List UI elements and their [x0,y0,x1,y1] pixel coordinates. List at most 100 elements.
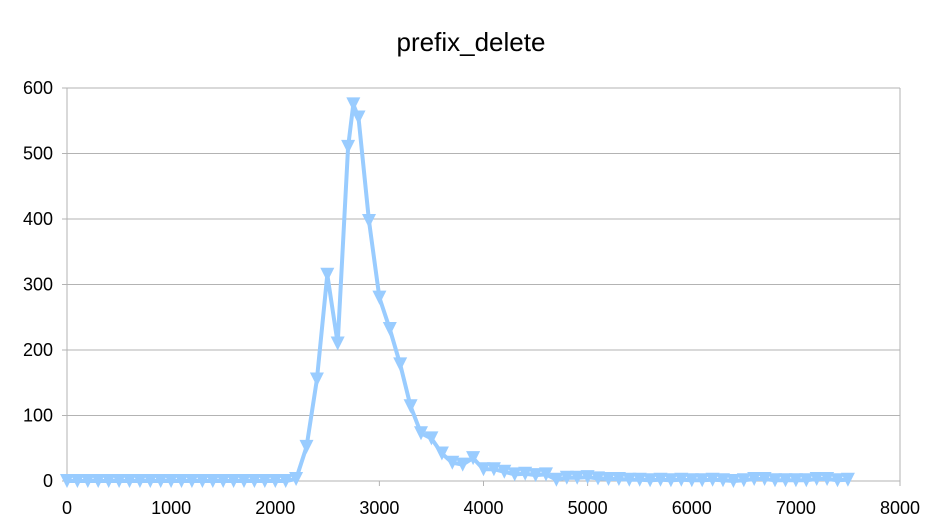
data-point-marker [122,474,137,488]
x-tick-label: 0 [62,498,72,518]
data-point-marker [539,467,553,482]
data-point-marker [559,470,574,485]
y-tick-label: 500 [23,144,53,164]
data-point-marker [80,474,95,488]
data-point-marker [726,474,741,488]
x-tick-label: 7000 [776,498,816,518]
x-tick-label: 6000 [672,498,712,518]
gridlines [67,87,900,482]
data-point-marker [674,472,689,487]
data-point-marker [757,472,772,486]
data-point-marker [372,290,387,305]
data-point-marker [424,431,439,446]
data-point-marker [257,474,272,488]
data-point-marker [736,473,751,488]
data-point-marker [112,474,127,488]
data-point-marker [382,322,397,336]
chart-title: prefix_delete [397,27,546,57]
x-tick-label: 4000 [463,498,503,518]
data-point-marker [289,472,304,486]
data-point-marker [268,474,283,488]
y-tick-label: 300 [23,275,53,295]
data-point-marker [414,426,428,441]
data-point-marker [455,457,470,472]
data-point-marker [174,474,189,488]
data-point-marker [497,464,512,479]
data-point-marker [164,474,179,488]
data-point-marker [445,455,460,470]
data-point-marker [216,474,231,488]
y-tick-label: 600 [23,78,53,98]
data-point-marker [237,474,251,488]
data-point-marker [549,472,564,487]
data-point-marker [611,472,626,486]
series-line-0 [65,102,850,483]
data-point-marker [663,473,678,488]
data-point-marker [247,474,262,488]
x-tick-label: 8000 [880,498,920,518]
data-point-marker [101,474,116,488]
data-point-marker [299,439,314,454]
y-axis: 0 100 200 300 400 500 600 [23,78,67,491]
data-point-marker [747,472,762,486]
data-point-marker [309,372,324,387]
data-point-marker [695,473,710,488]
data-point-marker [684,473,699,488]
data-point-marker [809,472,824,486]
x-tick-label: 1000 [151,498,191,518]
data-point-marker [60,474,74,488]
y-tick-label: 100 [23,406,53,426]
data-point-marker [362,214,376,228]
data-point-marker [341,139,356,154]
x-tick-label: 5000 [568,498,608,518]
data-point-marker [486,462,501,477]
data-point-marker [705,472,720,487]
data-point-marker [591,471,605,486]
data-point-marker [143,474,158,488]
x-tick-label: 3000 [359,498,399,518]
data-point-marker [466,451,481,466]
x-tick-label: 2000 [255,498,295,518]
data-point-marker [768,473,782,488]
data-point-marker [278,474,293,488]
data-point-marker [205,474,220,488]
data-point-marker [778,473,793,488]
data-point-marker [320,267,335,282]
data-point-marker [351,110,366,125]
y-tick-label: 400 [23,209,53,229]
x-axis: 0 1000 2000 3000 4000 5000 6000 7000 8000 [62,481,920,518]
y-tick-label: 200 [23,340,53,360]
data-point-marker [195,474,210,488]
data-point-marker [653,472,668,487]
data-point-marker [799,473,814,488]
data-point-marker [184,474,199,488]
data-point-marker [580,470,595,485]
data-point-marker [716,473,730,488]
data-point-marker [788,473,803,488]
data-series [60,97,855,488]
data-point-marker [330,336,345,351]
data-point-marker [570,470,585,485]
data-point-marker [601,472,616,486]
data-point-marker [70,474,85,488]
data-point-marker [91,474,106,488]
data-point-marker [476,462,491,477]
data-point-marker [622,472,637,487]
data-point-marker [434,446,449,461]
data-point-marker [820,472,835,486]
data-point-marker [507,467,522,482]
data-point-marker [403,399,418,414]
data-point-marker [840,472,855,487]
data-point-marker [226,474,241,488]
data-point-marker [528,468,543,483]
data-point-marker [132,474,147,488]
data-point-marker [518,466,533,481]
y-tick-label: 0 [43,471,53,491]
data-point-marker [346,97,361,112]
data-point-marker [393,357,408,372]
data-point-marker [830,473,845,488]
data-point-marker [153,474,168,488]
data-point-marker [643,473,658,488]
data-point-marker [632,472,647,487]
